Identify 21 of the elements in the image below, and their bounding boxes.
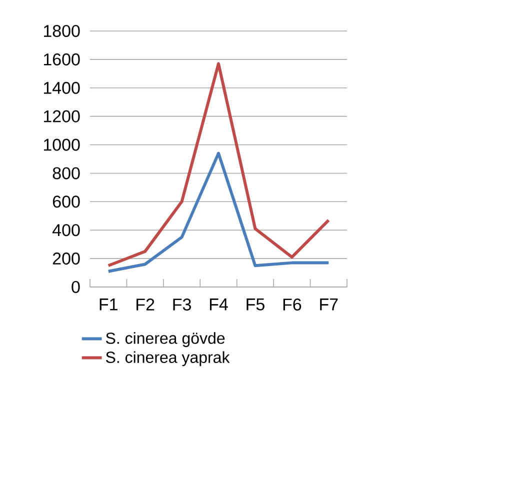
x-tick-label: F6 <box>283 298 302 311</box>
y-tick-label: 800 <box>52 167 80 180</box>
y-tick-label: 600 <box>52 196 80 208</box>
x-tick-label: F3 <box>173 298 191 311</box>
x-tick-label: F4 <box>210 298 228 310</box>
x-tick-label: F5 <box>246 298 264 310</box>
x-tick-label: F1 <box>100 298 118 310</box>
y-tick-label: 1000 <box>44 138 80 151</box>
y-tick-label: 1200 <box>44 110 80 122</box>
y-tick-label: 400 <box>52 224 80 236</box>
legend-label: S. cinerea gövde <box>106 332 225 348</box>
x-tick-label: F2 <box>136 298 154 310</box>
y-tick-label: 1800 <box>44 24 80 38</box>
y-tick-label: 1400 <box>44 82 80 94</box>
y-tick-label: 200 <box>52 252 80 265</box>
y-tick-label: 0 <box>72 280 80 294</box>
y-tick-label: 1600 <box>44 53 80 66</box>
legend-label: S. cinerea yaprak <box>106 351 230 366</box>
line-series <box>106 62 330 268</box>
x-tick-label: F7 <box>320 298 338 310</box>
line-series <box>106 152 330 273</box>
